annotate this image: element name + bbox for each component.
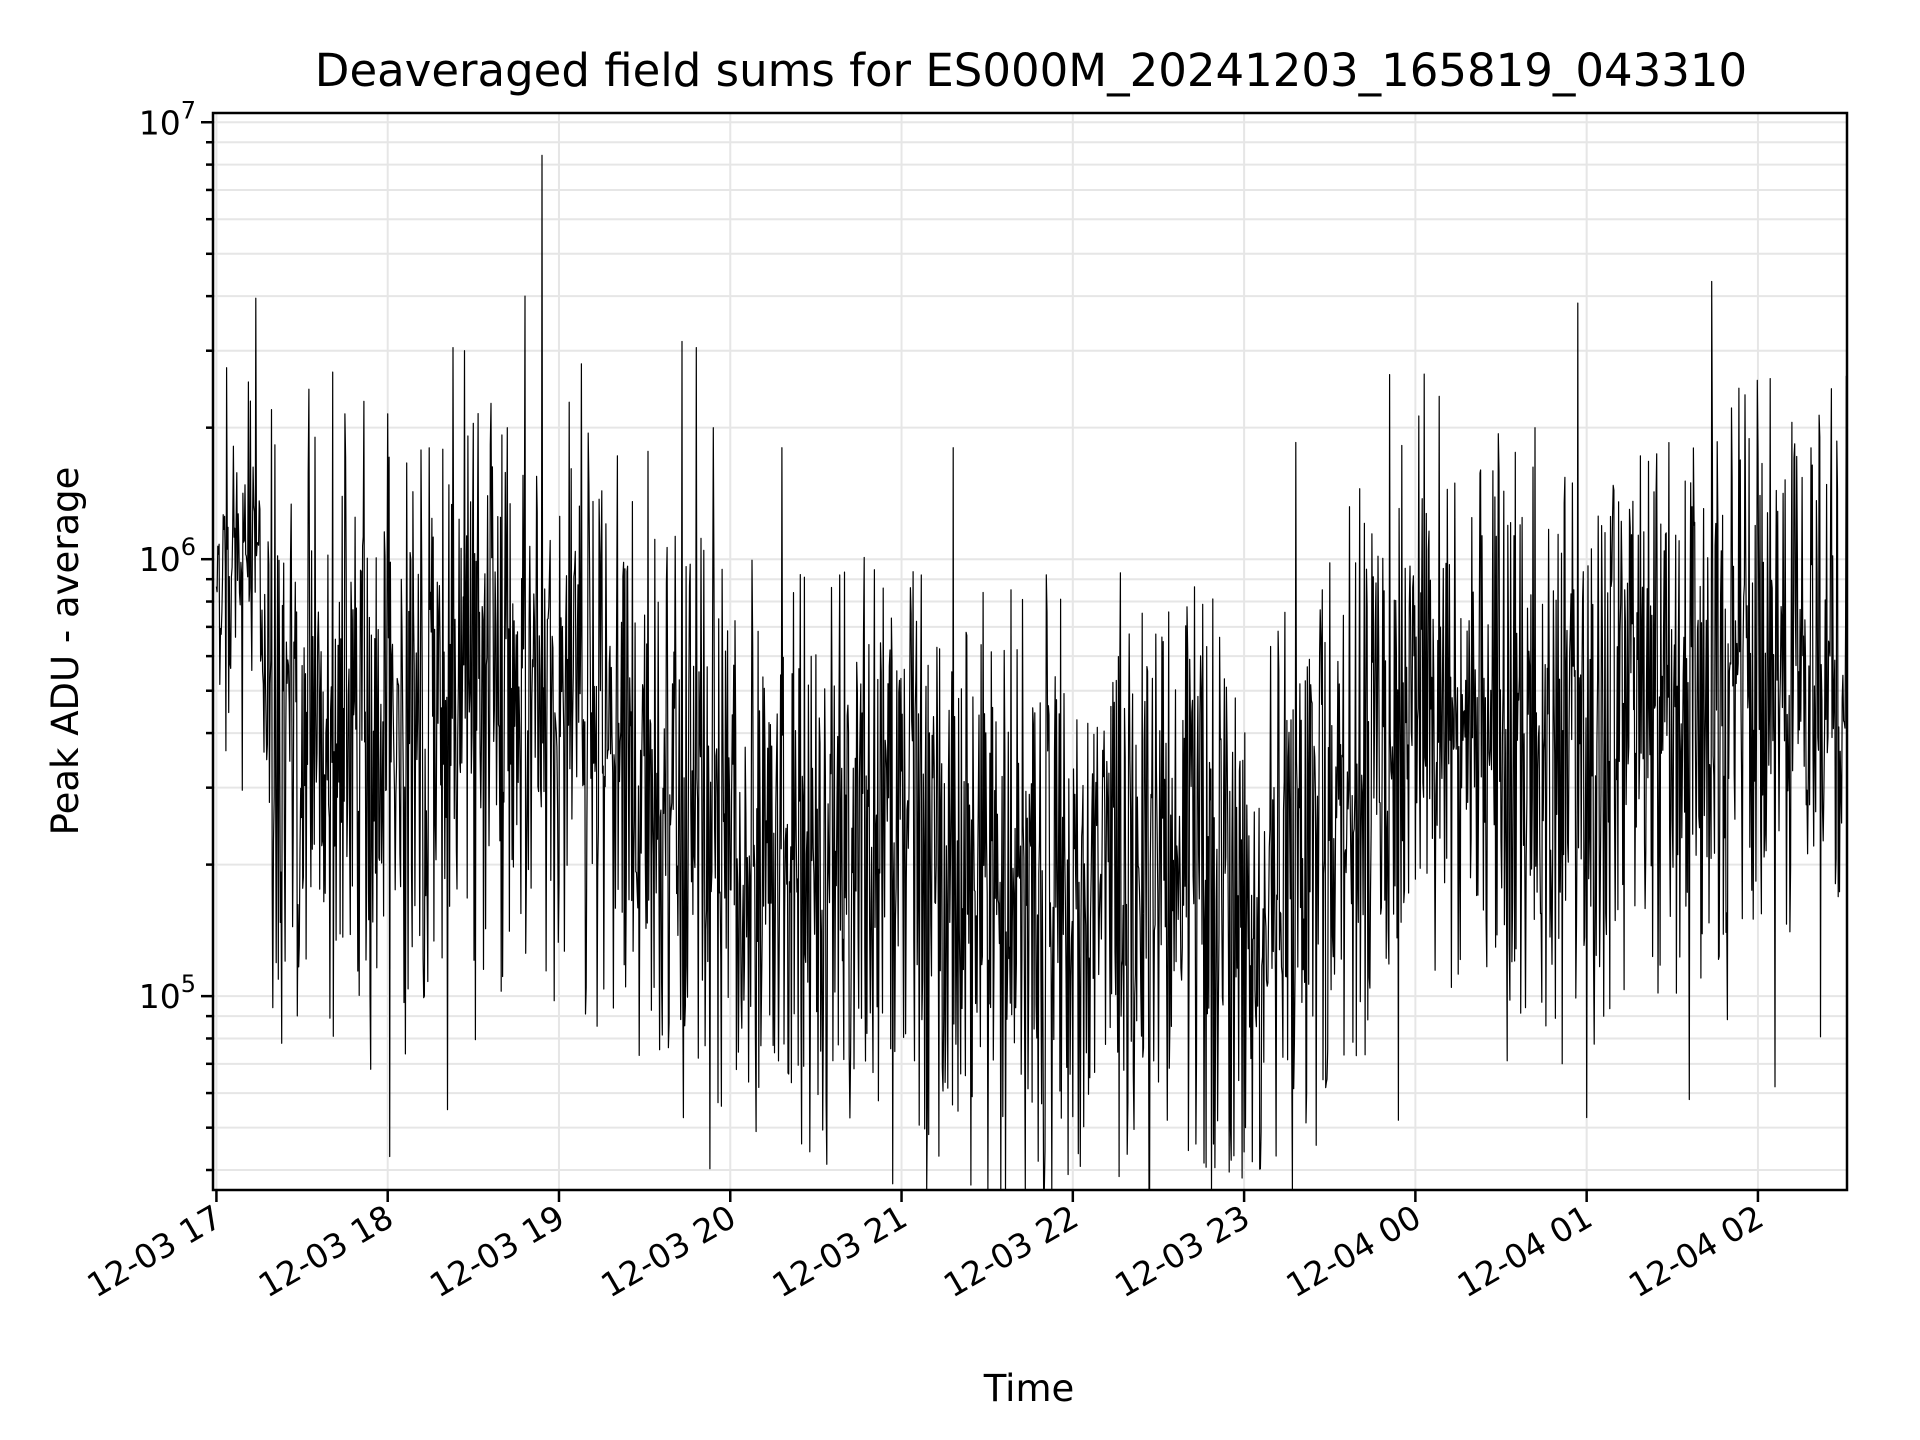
- x-tick-label: 12-03 19: [423, 1197, 571, 1305]
- y-axis-label: Peak ADU - average: [44, 467, 87, 836]
- x-tick-label: 12-03 20: [594, 1197, 742, 1305]
- y-tick-label: 106: [139, 533, 196, 579]
- data-series: [215, 154, 1848, 1191]
- y-axis-ticks: 105 106 107: [139, 96, 213, 1172]
- x-tick-label: 12-04 02: [1622, 1197, 1770, 1305]
- x-tick-label: 12-03 18: [252, 1197, 400, 1305]
- chart-title: Deaveraged field sums for ES000M_2024120…: [315, 44, 1747, 97]
- x-tick-label: 12-03 23: [1108, 1197, 1256, 1305]
- y-tick-label: 105: [139, 970, 196, 1016]
- y-tick-label: 107: [139, 96, 196, 142]
- plot-frame: [211, 111, 1849, 1192]
- x-tick-label: 12-03 17: [80, 1197, 228, 1305]
- x-tick-label: 12-03 22: [937, 1197, 1085, 1305]
- series-line: [215, 154, 1848, 1191]
- x-axis-label: Time: [983, 1367, 1075, 1410]
- x-tick-label: 12-04 00: [1279, 1197, 1427, 1305]
- x-tick-label: 12-03 21: [766, 1197, 914, 1305]
- x-tick-label: 12-04 01: [1451, 1197, 1599, 1305]
- x-axis-ticks: 12-03 17 12-03 18 12-03 19 12-03 20 12-03 21…: [80, 1190, 1770, 1305]
